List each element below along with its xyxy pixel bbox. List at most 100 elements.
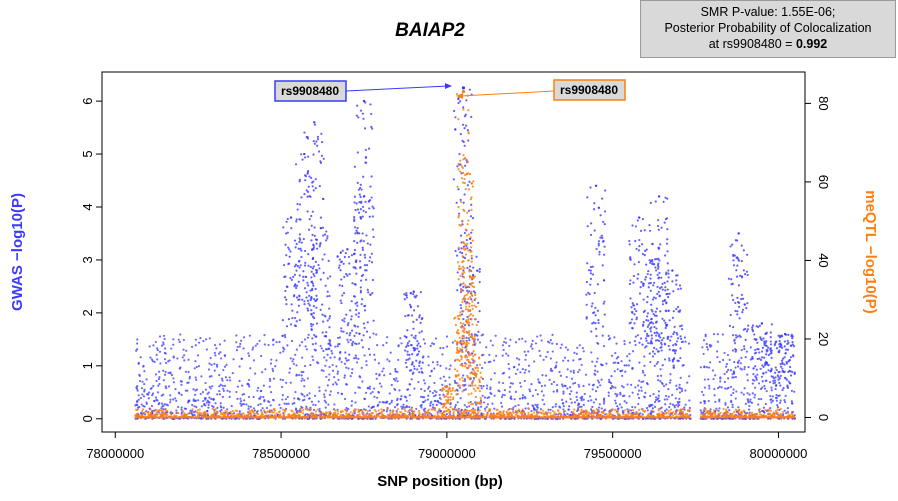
gwas-point [356,151,359,154]
gwas-point [687,342,691,345]
meqtl-point [758,410,761,413]
gwas-point [593,372,596,375]
gwas-point [637,260,641,264]
gwas-point [645,406,649,410]
gwas-point [306,336,310,339]
meqtl-point [214,408,217,411]
gwas-point [154,340,157,344]
gwas-point [792,355,795,358]
gwas-point [624,370,627,373]
gwas-point [660,226,663,229]
gwas-point [350,400,354,403]
gwas-point [320,154,324,157]
meqtl-point [169,410,172,413]
gwas-point [532,405,535,408]
gwas-point [509,385,512,389]
gwas-point [457,101,460,105]
gwas-point [382,367,385,370]
gwas-point [190,345,194,348]
gwas-point [485,387,489,390]
gwas-point [637,396,641,400]
gwas-point [781,367,784,370]
gwas-point [709,361,712,364]
gwas-point [416,368,419,371]
gwas-point [389,372,392,375]
gwas-point [783,363,786,366]
gwas-point [582,403,585,407]
gwas-point [784,348,788,351]
gwas-point [403,293,406,296]
gwas-point [597,342,600,345]
gwas-point [655,257,658,261]
gwas-point [238,365,241,368]
gwas-point [665,242,669,245]
gwas-point [668,359,671,362]
gwas-point [590,305,593,308]
gwas-point [601,197,604,200]
gwas-point [586,225,589,228]
gwas-point [575,391,578,394]
gwas-point [491,344,494,347]
gwas-point [667,276,670,279]
meqtl-point [371,412,374,415]
gwas-point [720,386,723,389]
gwas-point [369,256,372,259]
gwas-point [623,364,626,367]
meqtl-point [314,410,318,413]
gwas-point [312,284,315,287]
gwas-point [551,406,554,409]
gwas-point [645,263,648,266]
gwas-point [196,354,200,357]
gwas-point [671,393,674,397]
meqtl-point [510,407,513,411]
gwas-point [355,331,358,335]
gwas-point [314,187,317,190]
gwas-point [631,327,634,330]
gwas-point [433,394,436,398]
meqtl-point [164,407,167,410]
gwas-point [213,362,216,365]
gwas-point [596,370,599,373]
gwas-point [775,347,779,350]
gwas-point [603,210,607,213]
gwas-point [361,232,364,235]
gwas-point [312,243,315,246]
gwas-point [656,224,660,228]
gwas-point [295,320,298,323]
gwas-point [306,299,310,302]
gwas-point [359,286,362,289]
gwas-point [740,348,743,352]
gwas-point [749,400,752,403]
gwas-point [271,367,274,371]
gwas-point [666,337,669,341]
gwas-point [672,358,675,361]
gwas-point [268,385,271,388]
gwas-point [730,278,733,281]
gwas-point [739,362,742,365]
gwas-point [508,344,511,347]
gwas-point [469,215,473,218]
gwas-point [679,376,682,379]
gwas-point [751,330,755,333]
gwas-point [175,409,178,412]
gwas-point [262,384,265,387]
gwas-point [327,403,330,406]
gwas-point [137,398,140,401]
gwas-point [351,282,354,285]
meqtl-point [457,408,460,411]
gwas-point [503,394,506,397]
gwas-point [590,408,593,411]
gwas-point [771,395,774,398]
gwas-point [775,399,778,402]
gwas-point [419,321,422,324]
gwas-point [680,328,684,331]
gwas-point [548,341,551,344]
gwas-point [315,306,318,309]
gwas-point [786,410,789,413]
gwas-point [313,274,316,278]
gwas-point [238,345,241,348]
gwas-point [643,329,647,333]
gwas-point [781,388,784,392]
gwas-point [351,368,354,371]
gwas-point [637,384,640,387]
